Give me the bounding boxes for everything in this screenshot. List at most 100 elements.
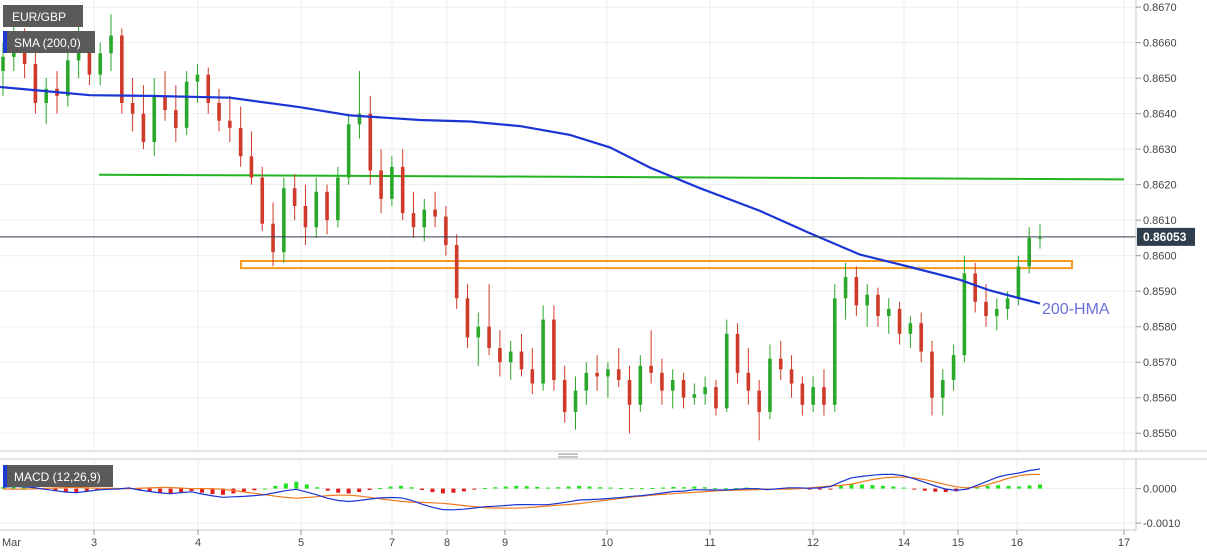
price-tick-label: 0.8660: [1143, 38, 1177, 50]
macd-bar: [1006, 485, 1011, 489]
macd-bar: [336, 488, 341, 493]
macd-bar: [252, 488, 257, 491]
candle: [692, 383, 697, 405]
candle: [260, 166, 265, 231]
candle: [120, 28, 124, 114]
macd-bar: [985, 485, 990, 489]
macd-bar: [325, 488, 330, 491]
macd-bar: [566, 486, 571, 489]
time-tick-label: 17: [1118, 537, 1130, 549]
macd-bar: [95, 488, 100, 490]
macd-bar: [671, 486, 676, 489]
macd-bar: [702, 487, 707, 489]
candle: [249, 131, 254, 185]
candle: [735, 323, 740, 384]
macd-bar: [514, 485, 519, 489]
macd-bar: [933, 488, 938, 492]
candle: [498, 330, 502, 377]
candle: [994, 298, 999, 331]
macd-bar: [723, 488, 728, 490]
macd-bar: [63, 488, 68, 493]
candle: [44, 78, 49, 125]
candle: [303, 184, 308, 246]
macd-bar: [1017, 486, 1022, 489]
candle: [217, 88, 221, 132]
candle: [411, 191, 416, 238]
price-grid: [0, 6, 1136, 434]
macd-bar: [84, 488, 89, 492]
candle: [541, 305, 545, 391]
candle: [865, 284, 869, 327]
macd-bar: [11, 486, 16, 489]
macd-bar: [891, 486, 896, 489]
macd-bar: [283, 483, 288, 489]
macd-bar: [472, 488, 477, 490]
sma-legend-text: SMA (200,0): [14, 36, 81, 50]
macd-main-line: [2, 468, 1041, 511]
candle: [487, 284, 491, 356]
macd-bar: [619, 487, 624, 489]
candle: [822, 369, 826, 416]
macd-histogram: [1, 481, 1042, 495]
macd-bar: [849, 483, 854, 489]
price-tick-label: 0.8670: [1143, 2, 1177, 14]
macd-bar: [388, 486, 393, 489]
candle: [1038, 223, 1042, 249]
pane-separator[interactable]: [0, 451, 1136, 461]
candle: [314, 177, 319, 238]
macd-bar: [818, 488, 823, 490]
macd-bar: [53, 488, 58, 491]
macd-bar: [482, 487, 487, 489]
macd-bar: [21, 486, 26, 489]
macd-bar: [346, 488, 351, 494]
candle: [1027, 227, 1031, 274]
candle: [573, 376, 578, 430]
candle: [984, 284, 988, 327]
macd-bar: [859, 484, 864, 489]
support-zone: [240, 260, 1073, 270]
macd-legend[interactable]: MACD (12,26,9): [3, 465, 113, 487]
macd-bar: [367, 488, 372, 490]
candle: [109, 14, 113, 72]
candle: [800, 376, 805, 416]
time-tick-label: 12: [807, 537, 819, 549]
candle: [66, 49, 70, 107]
macd-bar: [870, 485, 875, 489]
sma-legend[interactable]: SMA (200,0): [3, 31, 95, 53]
macd-bar: [996, 485, 1001, 489]
annotation-200-hma: 200-HMA: [1042, 301, 1110, 318]
candle: [476, 312, 481, 366]
macd-bar: [461, 488, 466, 492]
macd-bar: [943, 488, 948, 493]
candle: [184, 71, 189, 135]
candle: [98, 42, 103, 86]
macd-bar: [535, 486, 540, 489]
macd-bar: [419, 488, 424, 490]
macd-bar: [838, 485, 843, 489]
resistance-line-path: [98, 173, 1125, 181]
price-tick-label: 0.8580: [1143, 322, 1177, 334]
candle: [746, 348, 751, 405]
candle: [130, 78, 135, 132]
candle: [768, 344, 772, 420]
support-zone-rect: [240, 260, 1073, 270]
macd-bar: [922, 488, 927, 491]
macd-bar: [598, 487, 603, 489]
macd-axis: 0.0000 -0.0010: [1136, 484, 1180, 530]
candle: [336, 166, 340, 228]
macd-grid-vertical: [93, 459, 1125, 530]
macd-bar: [587, 486, 592, 489]
candle: [606, 362, 610, 398]
macd-bar: [734, 487, 739, 489]
time-axis: Mar 3 4 5 7 8 9 10 11 12 14 15 16 17: [2, 530, 1130, 549]
symbol-label[interactable]: EUR/GBP: [3, 5, 83, 27]
price-tick-label: 0.8650: [1143, 73, 1177, 85]
macd-bar: [357, 488, 362, 493]
macd-signal-line: [2, 473, 1041, 509]
macd-bar: [503, 486, 508, 489]
price-tick-label: 0.8600: [1143, 251, 1177, 263]
price-pane: [0, 0, 1136, 451]
price-axis: 0.8670 0.8660 0.8650 0.8640 0.8630 0.8620 0.86…: [1136, 2, 1177, 440]
separator-grip-icon[interactable]: [558, 453, 578, 458]
